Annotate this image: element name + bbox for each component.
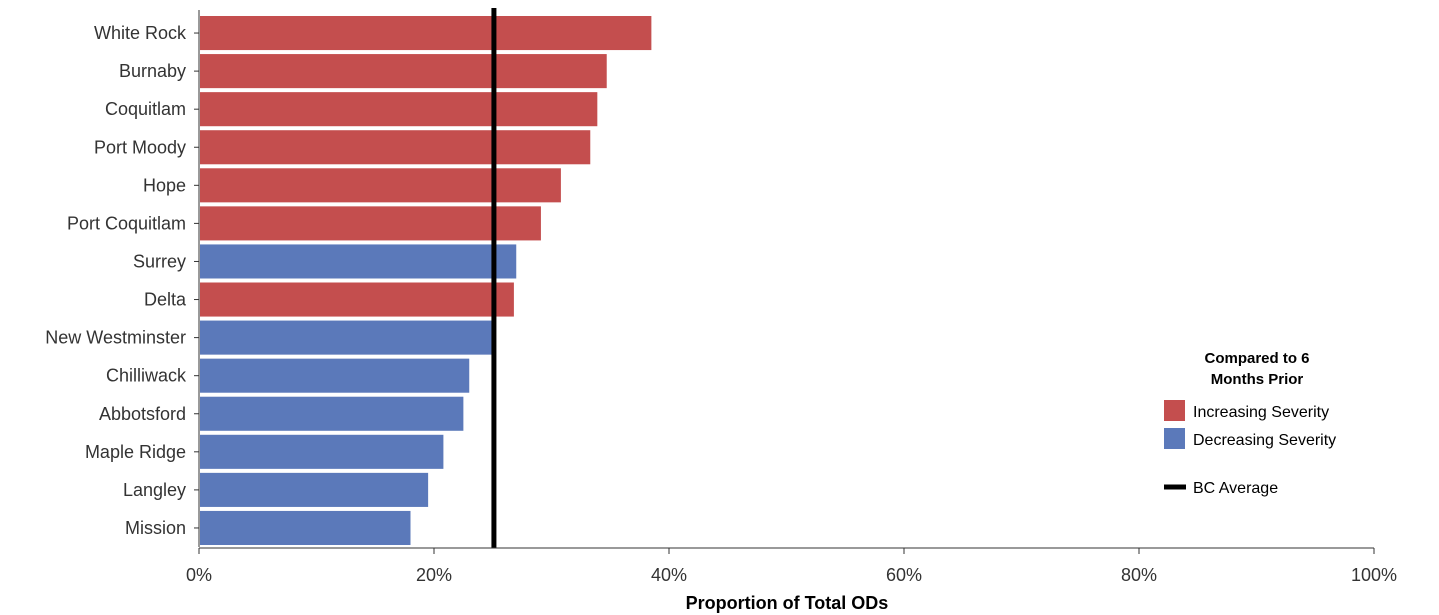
bar-delta [200, 282, 514, 317]
legend-swatch-decreasing [1164, 428, 1185, 449]
y-tick-label-maple-ridge: Maple Ridge [85, 442, 186, 462]
y-tick-label-mission: Mission [125, 518, 186, 538]
bar-coquitlam [200, 92, 598, 127]
y-tick-label-new-westminster: New Westminster [45, 328, 186, 348]
legend-swatch-increasing [1164, 400, 1185, 421]
y-tick-label-port-moody: Port Moody [94, 137, 186, 157]
x-tick-label-60: 60% [886, 565, 922, 585]
bar-white-rock [200, 16, 652, 51]
bar-abbotsford [200, 396, 464, 431]
legend: Compared to 6 Months Prior Increasing Se… [1164, 350, 1336, 497]
y-tick-label-delta: Delta [144, 290, 187, 310]
x-tick-label-80: 80% [1121, 565, 1157, 585]
y-tick-label-burnaby: Burnaby [119, 61, 186, 81]
y-axis: White Rock Burnaby Coquitlam Port Moody Hope… [45, 10, 200, 547]
y-tick-label-chilliwack: Chilliwack [106, 366, 187, 386]
bars-group [200, 16, 652, 545]
bar-surrey [200, 244, 517, 279]
x-axis-title: Proportion of Total ODs [686, 593, 889, 613]
legend-title-line-1: Compared to 6 [1204, 350, 1309, 367]
x-tick-label-100: 100% [1351, 565, 1397, 585]
y-tick-label-white-rock: White Rock [94, 23, 187, 43]
bar-hope [200, 168, 561, 203]
y-tick-label-abbotsford: Abbotsford [99, 404, 186, 424]
x-tick-label-0: 0% [186, 565, 212, 585]
bar-chilliwack [200, 358, 470, 393]
x-axis: 0% 20% 40% 60% 80% 100% [186, 547, 1397, 585]
y-tick-label-surrey: Surrey [133, 251, 186, 271]
bar-port-coquitlam [200, 206, 541, 241]
x-tick-label-20: 20% [416, 565, 452, 585]
bar-mission [200, 510, 411, 545]
bar-burnaby [200, 54, 607, 89]
legend-title-line-2: Months Prior [1211, 371, 1304, 388]
bar-maple-ridge [200, 434, 444, 469]
y-tick-label-port-coquitlam: Port Coquitlam [67, 213, 186, 233]
bar-langley [200, 472, 429, 507]
legend-label-decreasing: Decreasing Severity [1193, 432, 1336, 449]
y-tick-label-hope: Hope [143, 175, 186, 195]
y-tick-label-langley: Langley [123, 480, 186, 500]
x-tick-label-40: 40% [651, 565, 687, 585]
legend-label-increasing: Increasing Severity [1193, 404, 1329, 421]
bar-new-westminster [200, 320, 496, 355]
bar-port-moody [200, 130, 591, 165]
legend-label-bc-average: BC Average [1193, 480, 1278, 497]
y-tick-label-coquitlam: Coquitlam [105, 99, 186, 119]
